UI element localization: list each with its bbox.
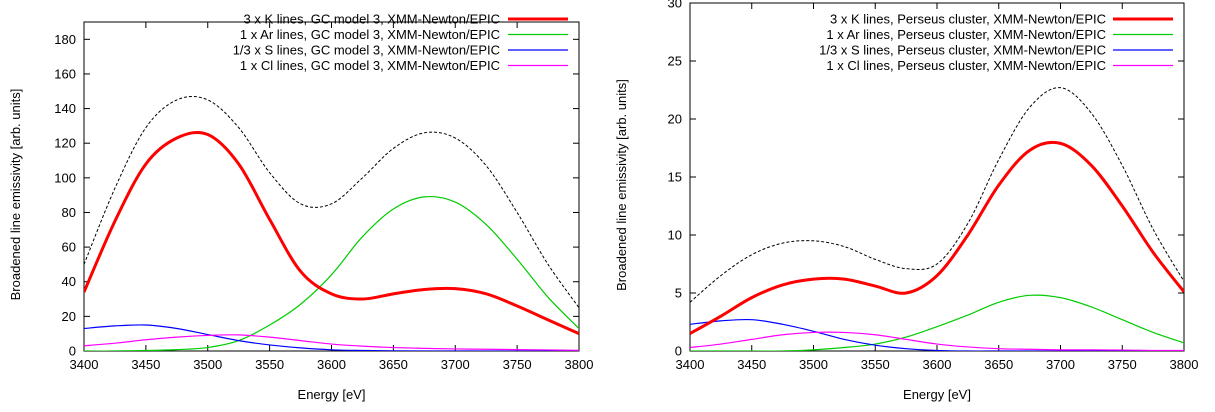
chart0-legend-label-3: 1 x Cl lines, GC model 3, XMM-Newton/EPI… (240, 58, 500, 73)
chart-gc-model-3: 3400 3450 3500 3550 3600 3650 3700 3750 3800 0 20 4… (8, 12, 593, 403)
chart1-legend-label-1: 1 x Ar lines, Perseus cluster, XMM-Newto… (826, 27, 1106, 42)
chart0-series-line-0 (84, 130, 579, 336)
chart0-x-tick-label: 3600 (317, 357, 346, 372)
chart0-x-tick-label: 3650 (379, 357, 408, 372)
chart1-x-tick-label: 3750 (1108, 357, 1137, 372)
chart1-data-area (690, 87, 1184, 351)
chart0-series-line-2 (84, 324, 579, 351)
chart0-x-tick-label: 3450 (131, 357, 160, 372)
chart0-y-tick-label: 100 (54, 170, 76, 185)
chart0-legend-label-1: 1 x Ar lines, GC model 3, XMM-Newton/EPI… (240, 27, 500, 42)
chart0-x-tick-label: 3550 (255, 357, 284, 372)
chart0-series-line-1 (84, 195, 579, 351)
chart1-total-dashed-line (690, 87, 1184, 303)
chart1-x-tick-label: 3550 (861, 357, 890, 372)
chart0-total-dashed-line (84, 95, 579, 309)
chart0-x-tick-label: 3400 (70, 357, 99, 372)
chart1-x-tick-label: 3400 (676, 357, 705, 372)
chart0-legend-label-2: 1/3 x S lines, GC model 3, XMM-Newton/EP… (233, 43, 500, 58)
chart0-y-tick-label: 160 (54, 66, 76, 81)
chart0-series-line-3 (84, 334, 579, 351)
chart0-y-tick-label: 40 (62, 274, 76, 289)
chart1-x-tick-label: 3600 (923, 357, 952, 372)
chart1-y-tick-label: 0 (675, 344, 682, 359)
chart1-legend-label-3: 1 x Cl lines, Perseus cluster, XMM-Newto… (826, 58, 1106, 73)
chart0-x-tick-label: 3500 (193, 357, 222, 372)
chart1-series-line-2 (690, 318, 1184, 351)
chart1-series-line-1 (690, 294, 1184, 351)
chart1-y-tick-label: 10 (668, 228, 682, 243)
chart1-series-line-3 (690, 331, 1184, 351)
chart1-y-tick-label: 30 (668, 0, 682, 11)
chart1-x-tick-label: 3650 (984, 357, 1013, 372)
chart0-y-tick-label: 60 (62, 240, 76, 255)
chart0-x-tick-label: 3750 (503, 357, 532, 372)
chart0-y-tick-label: 180 (54, 32, 76, 47)
chart0-legend-label-0: 3 x K lines, GC model 3, XMM-Newton/EPIC (244, 12, 500, 27)
chart-perseus-cluster: 3400 3450 3500 3550 3600 3650 3700 3750 3800 0 5 10… (614, 0, 1198, 402)
chart1-y-axis-label: Broadened line emissivity [arb. units] (614, 79, 629, 291)
chart1-legend-label-2: 1/3 x S lines, Perseus cluster, XMM-Newt… (819, 43, 1106, 58)
chart1-x-axis-label: Energy [eV] (903, 387, 971, 402)
chart1-y-tick-label: 5 (675, 286, 682, 301)
chart1-y-tick-label: 20 (668, 112, 682, 127)
chart1-x-tick-label: 3500 (799, 357, 828, 372)
chart0-y-tick-label: 20 (62, 309, 76, 324)
chart1-x-tick-label: 3700 (1046, 357, 1075, 372)
chart0-x-axis-label: Energy [eV] (298, 387, 366, 402)
chart1-legend-label-0: 3 x K lines, Perseus cluster, XMM-Newton… (830, 12, 1106, 27)
chart1-x-tick-label: 3450 (737, 357, 766, 372)
chart0-y-tick-label: 80 (62, 205, 76, 220)
chart1-y-tick-label: 25 (668, 54, 682, 69)
chart0-y-tick-label: 0 (69, 344, 76, 359)
chart0-x-tick-label: 3800 (565, 357, 594, 372)
chart1-series-line-0 (690, 140, 1184, 335)
chart0-y-tick-label: 140 (54, 101, 76, 116)
chart0-x-tick-label: 3700 (441, 357, 470, 372)
chart0-y-tick-label: 120 (54, 136, 76, 151)
chart0-data-area (84, 95, 579, 351)
chart0-y-axis-label: Broadened line emissivity [arb. units] (8, 89, 23, 301)
chart1-y-tick-label: 15 (668, 170, 682, 185)
chart1-x-tick-label: 3800 (1170, 357, 1199, 372)
